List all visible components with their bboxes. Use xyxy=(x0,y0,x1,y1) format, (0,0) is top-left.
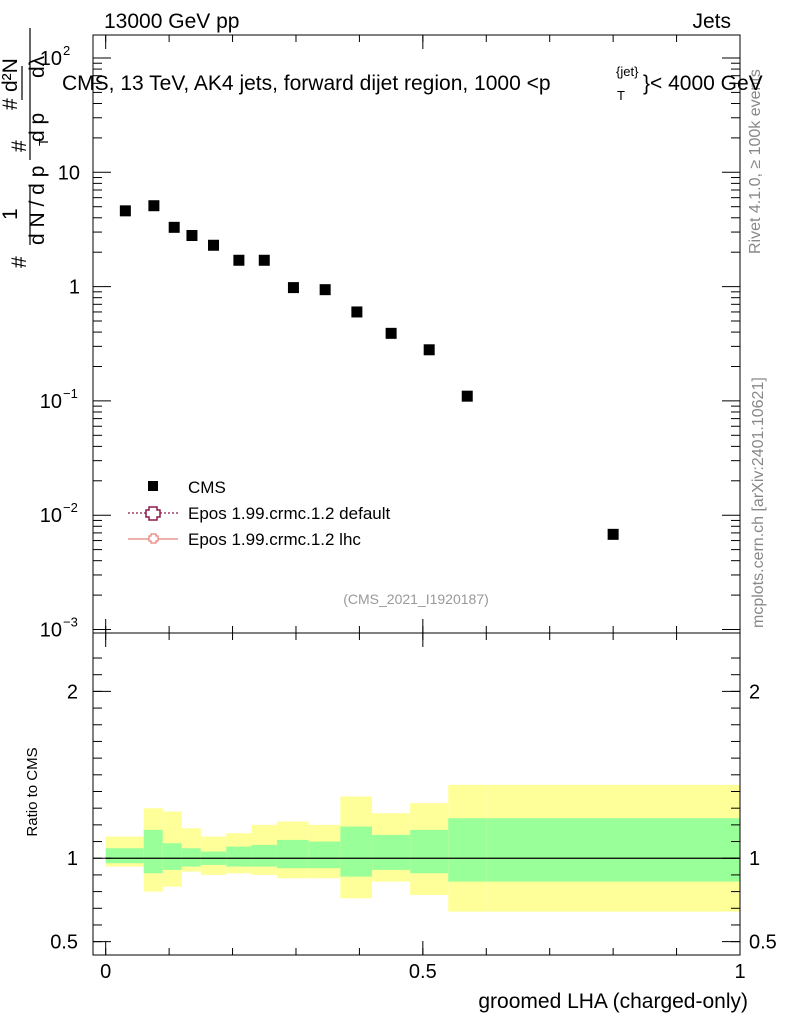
legend-label-epos-lhc: Epos 1.99.crmc.1.2 lhc xyxy=(188,530,361,549)
ratio-green-band xyxy=(143,829,163,874)
chart-title-sup: {jet} xyxy=(616,64,639,79)
main-y-axis-label: # 1 d N / d p T # # d p d²N dλ xyxy=(0,28,51,268)
y-tick-label: 10 xyxy=(40,391,62,413)
x-tick-label: 1 xyxy=(734,961,745,983)
ratio-y-tick-label: 2 xyxy=(67,681,78,703)
ylabel-sub-t: T xyxy=(36,138,51,146)
ylabel-hash-3: # xyxy=(0,98,22,110)
chart-title-sub: T xyxy=(617,88,625,103)
ylabel-d2n: d²N xyxy=(0,58,22,92)
cms-data-point xyxy=(351,306,363,318)
chart-title: CMS, 13 TeV, AK4 jets, forward dijet reg… xyxy=(62,72,551,95)
cms-data-point xyxy=(461,390,473,402)
y-tick-label: 10 xyxy=(40,505,62,527)
y-tick-label: 10 xyxy=(58,162,80,184)
analysis-id: (CMS_2021_I1920187) xyxy=(343,591,489,607)
cms-data-point xyxy=(385,327,397,339)
cms-data-point xyxy=(208,239,220,251)
y-tick-label-sup: −3 xyxy=(63,615,78,630)
ratio-green-band xyxy=(340,826,373,877)
ratio-plot-panel: 0.5 0.51 12 20 0.5 1 xyxy=(50,632,777,983)
ylabel-hash-2: # xyxy=(8,140,31,152)
ratio-green-band xyxy=(105,848,144,864)
ylabel-dn-dpt: d N / d p xyxy=(26,166,49,245)
legend-label-cms: CMS xyxy=(188,478,226,497)
cms-data-point xyxy=(258,254,270,266)
legend-marker-epos-default xyxy=(145,506,161,521)
ratio-green-band xyxy=(410,829,449,874)
legend: CMS Epos 1.99.crmc.1.2 default Epos 1.99… xyxy=(128,478,391,549)
header-left: 13000 GeV pp xyxy=(104,10,239,33)
y-tick-label-sup: −2 xyxy=(63,500,78,515)
rivet-label: Rivet 4.1.0, ≥ 100k events xyxy=(747,69,764,254)
header-right: Jets xyxy=(692,10,731,33)
cms-data-point xyxy=(148,200,160,212)
ylabel-one: 1 xyxy=(0,208,22,220)
ylabel-dlambda: dλ xyxy=(26,55,49,78)
cms-data-point xyxy=(168,221,180,233)
ratio-y-tick-label-right: 1 xyxy=(749,848,760,870)
ratio-y-tick-label-right: 2 xyxy=(749,681,760,703)
cms-data-point xyxy=(607,528,619,540)
cms-data-point xyxy=(423,344,435,356)
y-tick-label-sup: 2 xyxy=(63,43,70,58)
legend-marker-epos-lhc xyxy=(148,533,159,544)
ratio-y-tick-label: 0.5 xyxy=(50,932,78,954)
ratio-y-tick-label-right: 0.5 xyxy=(749,932,777,954)
legend-marker-cms xyxy=(148,481,158,491)
ratio-green-band xyxy=(372,834,411,870)
cms-data-point xyxy=(119,205,131,217)
ratio-y-tick-label: 1 xyxy=(67,848,78,870)
cms-data-point xyxy=(233,254,245,266)
cms-data-point xyxy=(186,229,198,241)
ratio-green-band xyxy=(181,848,201,867)
ratio-green-band xyxy=(486,818,740,882)
y-tick-label-sup: −1 xyxy=(63,386,78,401)
chart-title-end: }< 4000 GeV xyxy=(643,72,763,95)
ratio-green-band xyxy=(276,839,309,869)
ratio-y-axis-label: Ratio to CMS xyxy=(24,747,41,836)
x-tick-label: 0 xyxy=(100,961,111,983)
y-tick-label: 10 xyxy=(40,48,62,70)
x-tick-label: 0.5 xyxy=(409,961,437,983)
ratio-green-band xyxy=(162,843,182,870)
y-tick-label: 1 xyxy=(69,277,80,299)
chart-title-part-a: CMS, 13 TeV, AK4 jets, forward dijet reg… xyxy=(62,72,551,95)
ylabel-hash-1: # xyxy=(8,256,31,268)
cms-data-point xyxy=(319,284,331,296)
ratio-green-band xyxy=(448,818,487,882)
y-tick-label: 10 xyxy=(40,620,62,642)
ratio-green-band xyxy=(226,846,252,867)
legend-label-epos-default: Epos 1.99.crmc.1.2 default xyxy=(188,504,391,523)
x-axis-label: groomed LHA (charged-only) xyxy=(478,990,748,1013)
ratio-green-band xyxy=(308,841,341,869)
cms-data-point xyxy=(287,282,299,294)
mcplots-label: mcplots.cern.ch [arXiv:2401.10621] xyxy=(750,377,767,628)
ratio-plot-frame xyxy=(92,632,741,956)
ylabel-dpt: d p xyxy=(26,113,49,142)
ratio-green-band xyxy=(251,844,277,867)
